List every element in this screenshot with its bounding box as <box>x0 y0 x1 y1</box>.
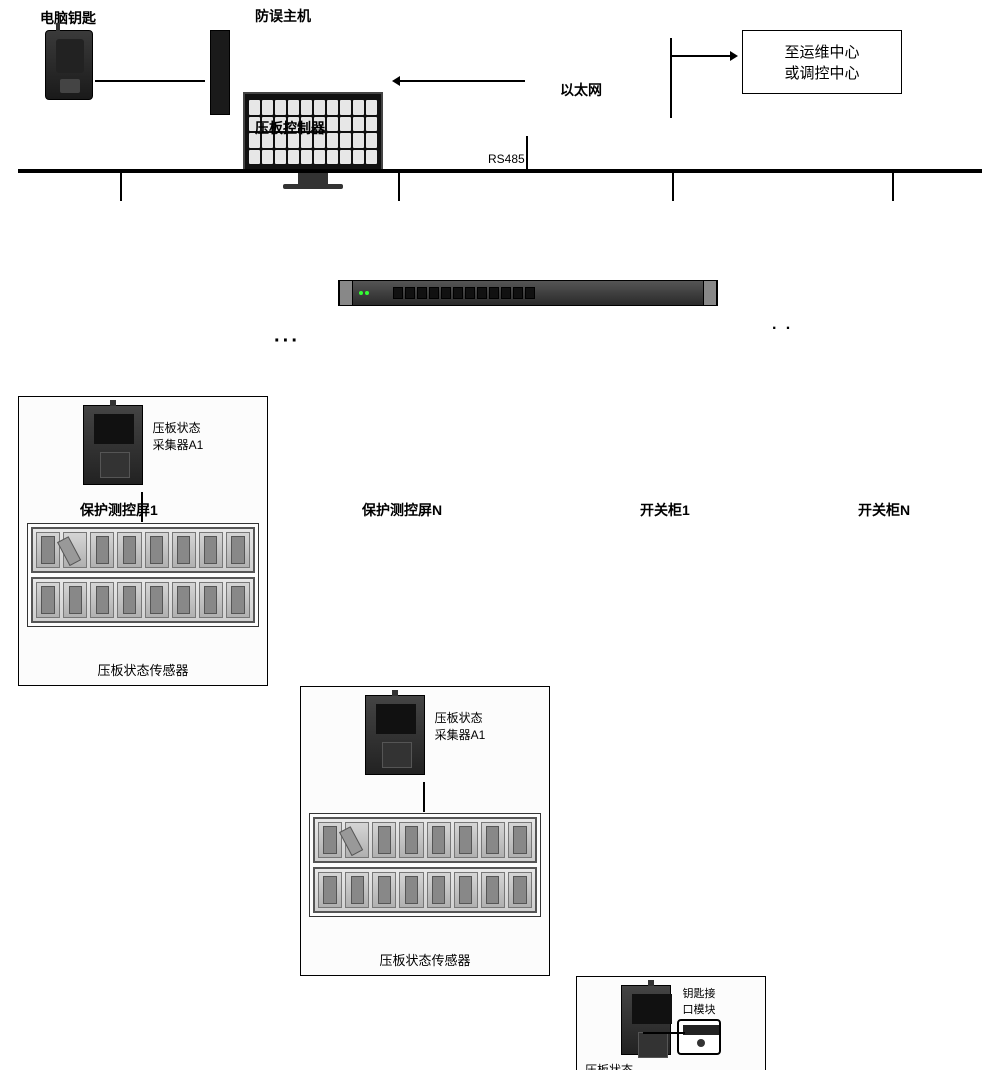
panel1-sensor-label: 压板状态传感器 <box>19 660 267 679</box>
paneln-row2 <box>313 867 537 913</box>
paneln-caption: 保护测控屏N <box>362 500 442 520</box>
key-device-label: 电脑钥匙 <box>40 8 96 28</box>
cab1-hline <box>643 1032 685 1034</box>
line-rack-vert <box>670 38 672 118</box>
controller-label: 压板控制器 <box>255 118 325 138</box>
collector-a2-1-label: 压板状态 采集器A2 <box>585 1061 757 1070</box>
line-to-center <box>670 55 735 57</box>
rack-controller <box>338 280 718 306</box>
drop-3 <box>672 171 674 201</box>
panel1-row2 <box>31 577 255 623</box>
cab1-caption: 开关柜1 <box>640 500 690 520</box>
paneln-sensor-label: 压板状态传感器 <box>301 950 549 969</box>
switch-cabinet-1: 钥匙接 口模块 压板状态 采集器A2 <box>576 976 766 1070</box>
collector-a1-n-label: 压板状态 采集器A1 <box>435 709 486 743</box>
host-label: 防误主机 <box>255 6 311 26</box>
ellipsis-2: · · <box>772 320 793 338</box>
ethernet-label: 以太网 <box>560 80 602 100</box>
collector-a1-1-label: 压板状态 采集器A1 <box>153 419 204 453</box>
ops-center-box: 至运维中心 或调控中心 <box>742 30 902 94</box>
ellipsis-1: ··· <box>274 330 300 353</box>
host-tower <box>210 30 230 115</box>
host-monitor <box>235 92 390 192</box>
drop-4 <box>892 171 894 201</box>
collector-a2-1 <box>621 985 671 1055</box>
key-module-1 <box>677 1019 721 1055</box>
drop-1 <box>120 171 122 201</box>
panel1-row1 <box>31 527 255 573</box>
collector-a1-n <box>365 695 425 775</box>
drop-2 <box>398 171 400 201</box>
bus-line <box>18 169 982 173</box>
line-key-host <box>95 80 205 82</box>
protection-panel-n: 压板状态 采集器A1 压板状态传感器 <box>300 686 550 976</box>
panel1-caption: 保护测控屏1 <box>80 500 158 520</box>
bus-label: RS485 <box>488 152 525 166</box>
cabn-caption: 开关柜N <box>858 500 910 520</box>
collector-a1-1 <box>83 405 143 485</box>
protection-panel-1: 压板状态 采集器A1 压板状态传感器 <box>18 396 268 686</box>
line-rack-bus <box>526 136 528 169</box>
key-module-1-label: 钥匙接 口模块 <box>683 985 716 1017</box>
paneln-innerline <box>423 782 425 812</box>
line-rack-host <box>395 80 525 82</box>
key-device <box>45 30 93 100</box>
paneln-row1 <box>313 817 537 863</box>
